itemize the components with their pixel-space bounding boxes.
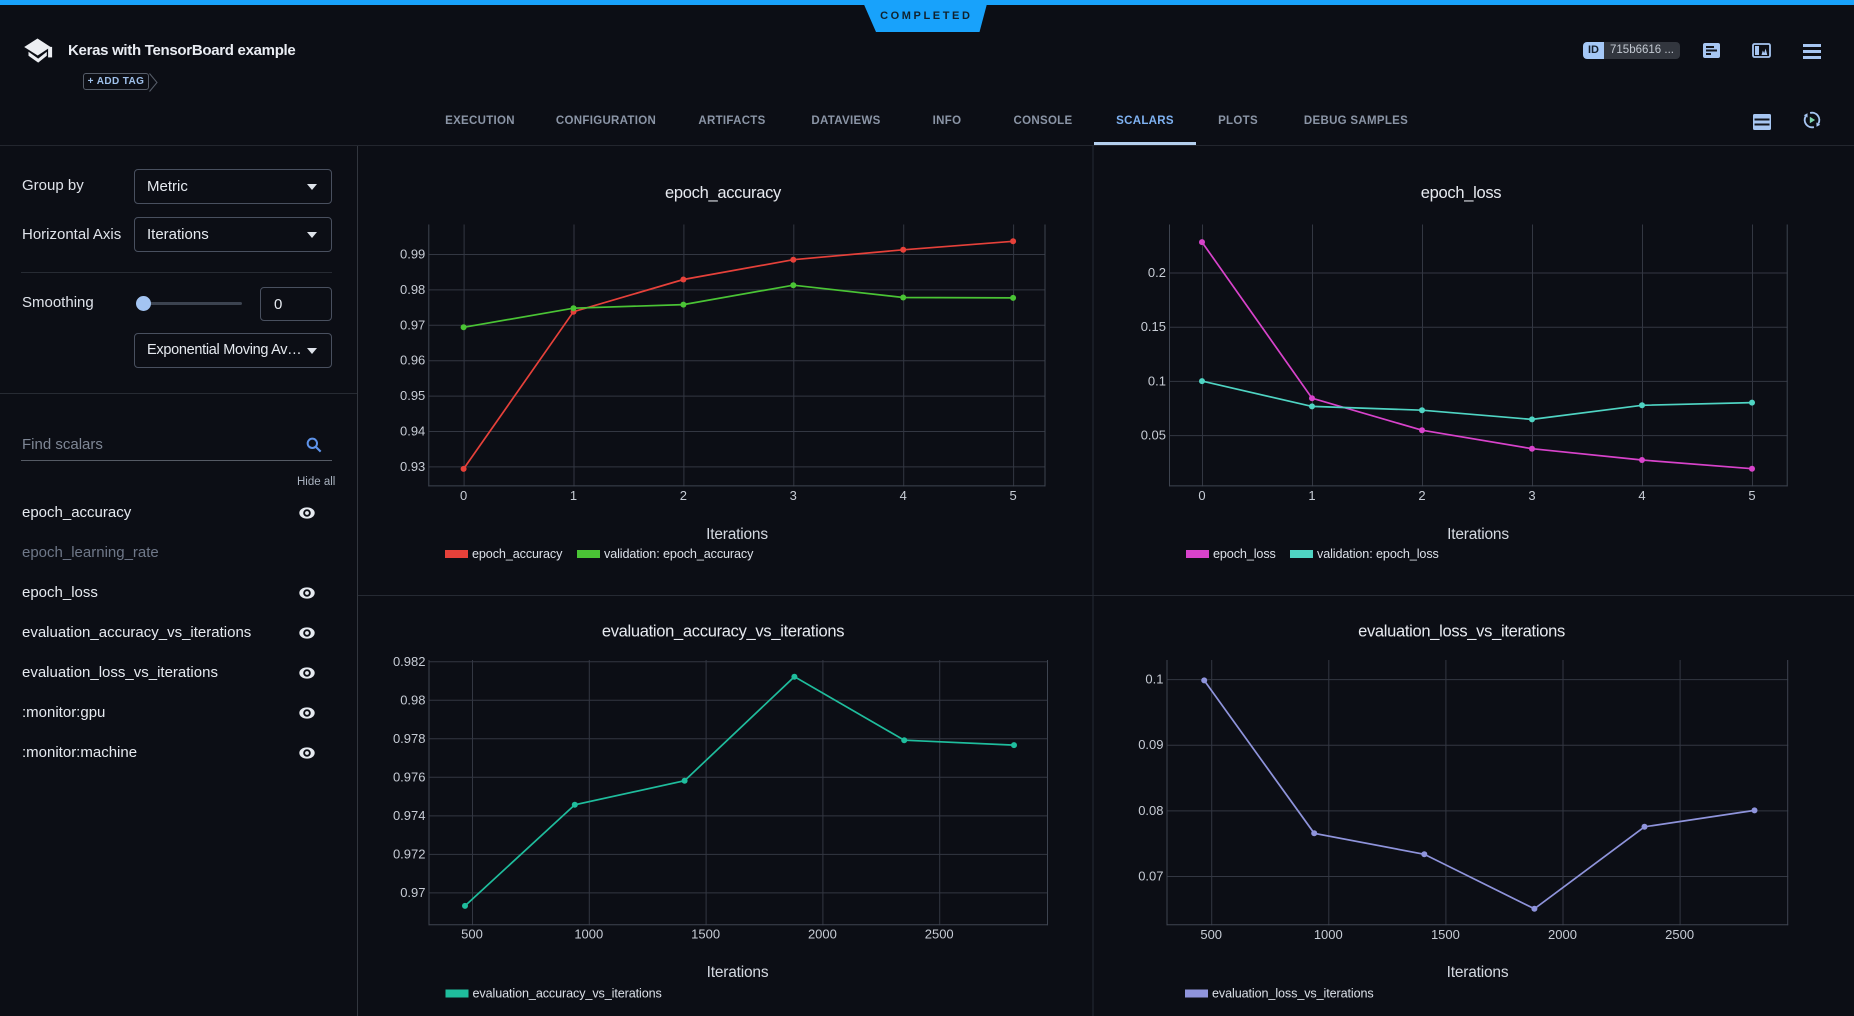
svg-text:epoch_accuracy: epoch_accuracy	[472, 547, 563, 561]
svg-text:validation: epoch_loss: validation: epoch_loss	[1317, 547, 1439, 561]
svg-text:epoch_loss: epoch_loss	[1213, 547, 1276, 561]
svg-text:0.95: 0.95	[400, 388, 425, 403]
svg-text:1000: 1000	[1314, 927, 1343, 942]
svg-text:0.97: 0.97	[400, 317, 425, 332]
svg-text:evaluation_accuracy_vs_iterati: evaluation_accuracy_vs_iterations	[473, 987, 662, 1001]
svg-text:3: 3	[1528, 488, 1535, 503]
svg-text:epoch_accuracy: epoch_accuracy	[665, 184, 782, 202]
svg-text:2: 2	[680, 488, 687, 503]
svg-text:500: 500	[461, 927, 483, 942]
svg-text:0.1: 0.1	[1148, 373, 1166, 388]
svg-text:0.974: 0.974	[393, 808, 426, 823]
svg-text:1500: 1500	[691, 927, 720, 942]
svg-text:0.98: 0.98	[400, 692, 425, 707]
svg-text:evaluation_loss_vs_iterations: evaluation_loss_vs_iterations	[1212, 987, 1374, 1001]
svg-text:3: 3	[790, 488, 797, 503]
svg-text:evaluation_loss_vs_iterations: evaluation_loss_vs_iterations	[1358, 623, 1565, 641]
svg-text:0: 0	[1198, 488, 1205, 503]
svg-text:2000: 2000	[1548, 927, 1577, 942]
svg-text:1000: 1000	[574, 927, 603, 942]
svg-text:1: 1	[1308, 488, 1315, 503]
svg-text:1500: 1500	[1431, 927, 1460, 942]
svg-text:2000: 2000	[808, 927, 837, 942]
svg-text:0.07: 0.07	[1138, 869, 1163, 884]
svg-text:0.2: 0.2	[1148, 265, 1166, 280]
svg-text:0.976: 0.976	[393, 769, 426, 784]
svg-text:0.96: 0.96	[400, 353, 425, 368]
svg-text:4: 4	[900, 488, 907, 503]
svg-text:2: 2	[1418, 488, 1425, 503]
svg-text:0: 0	[460, 488, 467, 503]
svg-text:0.08: 0.08	[1138, 803, 1163, 818]
svg-text:0.09: 0.09	[1138, 737, 1163, 752]
svg-text:0.99: 0.99	[400, 247, 425, 262]
svg-text:0.982: 0.982	[393, 654, 426, 669]
svg-text:epoch_loss: epoch_loss	[1421, 184, 1502, 202]
svg-text:0.1: 0.1	[1145, 672, 1163, 687]
svg-text:5: 5	[1748, 488, 1755, 503]
svg-text:2500: 2500	[925, 927, 954, 942]
svg-text:0.98: 0.98	[400, 282, 425, 297]
svg-text:5: 5	[1009, 488, 1016, 503]
svg-text:Iterations: Iterations	[1447, 526, 1509, 543]
svg-text:0.94: 0.94	[400, 424, 425, 439]
svg-text:Iterations: Iterations	[1447, 964, 1509, 981]
svg-text:Iterations: Iterations	[706, 526, 768, 543]
svg-text:0.972: 0.972	[393, 846, 426, 861]
svg-text:500: 500	[1200, 927, 1222, 942]
svg-text:0.97: 0.97	[400, 885, 425, 900]
svg-text:2500: 2500	[1665, 927, 1694, 942]
svg-text:1: 1	[570, 488, 577, 503]
svg-text:4: 4	[1638, 488, 1645, 503]
svg-text:0.05: 0.05	[1141, 428, 1166, 443]
svg-text:validation: epoch_accuracy: validation: epoch_accuracy	[604, 547, 754, 561]
svg-text:Iterations: Iterations	[707, 964, 769, 981]
svg-text:0.93: 0.93	[400, 459, 425, 474]
svg-text:0.15: 0.15	[1141, 319, 1166, 334]
svg-text:evaluation_accuracy_vs_iterati: evaluation_accuracy_vs_iterations	[602, 623, 844, 641]
svg-text:0.978: 0.978	[393, 731, 426, 746]
